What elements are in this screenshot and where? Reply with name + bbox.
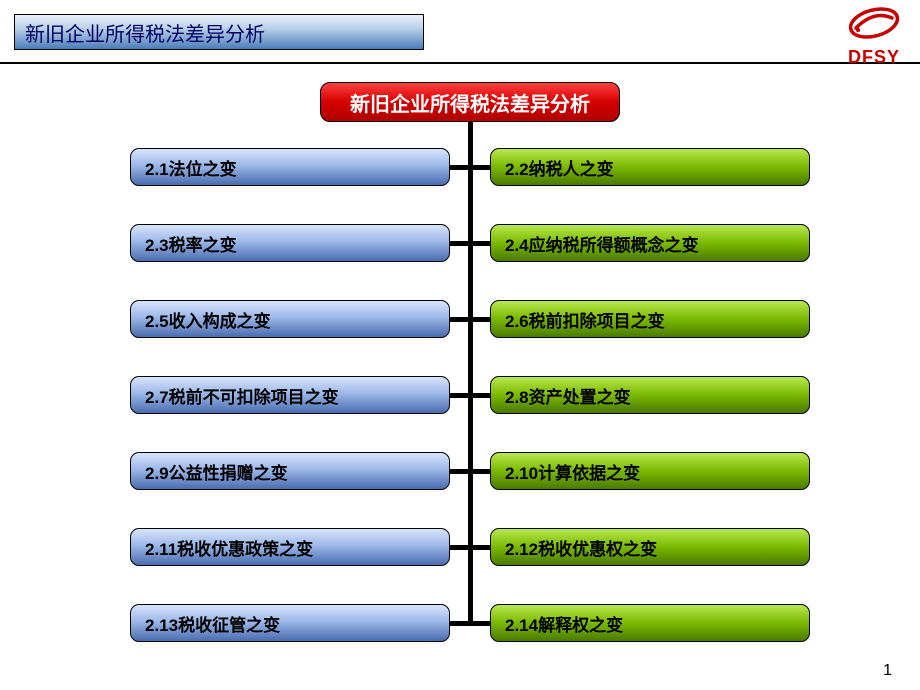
node-right: 2.14解释权之变 (490, 604, 810, 642)
node-left: 2.5收入构成之变 (130, 300, 450, 338)
node-label: 2.6税前扣除项目之变 (505, 307, 665, 332)
trunk-line (468, 122, 473, 626)
node-label: 2.2纳税人之变 (505, 155, 614, 180)
header-title: 新旧企业所得税法差异分析 (25, 18, 265, 47)
node-label: 2.8资产处置之变 (505, 383, 631, 408)
node-left: 2.11税收优惠政策之变 (130, 528, 450, 566)
branch-left (449, 393, 471, 398)
branch-left (449, 165, 471, 170)
header-underline (0, 62, 920, 64)
node-label: 2.5收入构成之变 (145, 307, 271, 332)
branch-right (470, 165, 491, 170)
branch-right (470, 317, 491, 322)
node-label: 2.13税收征管之变 (145, 611, 280, 636)
branch-left (449, 241, 471, 246)
node-label: 2.11税收优惠政策之变 (145, 535, 313, 560)
logo-text: DFSY (846, 47, 902, 68)
node-left: 2.13税收征管之变 (130, 604, 450, 642)
node-left: 2.3税率之变 (130, 224, 450, 262)
logo: DFSY (846, 6, 902, 68)
node-right: 2.12税收优惠权之变 (490, 528, 810, 566)
root-label: 新旧企业所得税法差异分析 (350, 88, 590, 117)
node-label: 2.3税率之变 (145, 231, 237, 256)
node-left: 2.1法位之变 (130, 148, 450, 186)
branch-right (470, 545, 491, 550)
root-node: 新旧企业所得税法差异分析 (320, 82, 620, 122)
branch-left (449, 317, 471, 322)
node-label: 2.7税前不可扣除项目之变 (145, 383, 339, 408)
node-right: 2.4应纳税所得额概念之变 (490, 224, 810, 262)
node-left: 2.7税前不可扣除项目之变 (130, 376, 450, 414)
node-right: 2.8资产处置之变 (490, 376, 810, 414)
node-right: 2.2纳税人之变 (490, 148, 810, 186)
page-number: 1 (883, 662, 892, 680)
node-right: 2.10计算依据之变 (490, 452, 810, 490)
node-label: 2.14解释权之变 (505, 611, 623, 636)
branch-right (470, 469, 491, 474)
branch-left (449, 469, 471, 474)
branch-right (470, 621, 491, 626)
node-label: 2.4应纳税所得额概念之变 (505, 231, 699, 256)
node-label: 2.12税收优惠权之变 (505, 535, 657, 560)
branch-right (470, 393, 491, 398)
node-label: 2.10计算依据之变 (505, 459, 640, 484)
branch-left (449, 545, 471, 550)
logo-swoosh-icon (846, 6, 902, 40)
node-label: 2.9公益性捐赠之变 (145, 459, 288, 484)
node-right: 2.6税前扣除项目之变 (490, 300, 810, 338)
branch-left (449, 621, 471, 626)
node-label: 2.1法位之变 (145, 155, 237, 180)
branch-right (470, 241, 491, 246)
header-title-bar: 新旧企业所得税法差异分析 (14, 14, 424, 50)
node-left: 2.9公益性捐赠之变 (130, 452, 450, 490)
